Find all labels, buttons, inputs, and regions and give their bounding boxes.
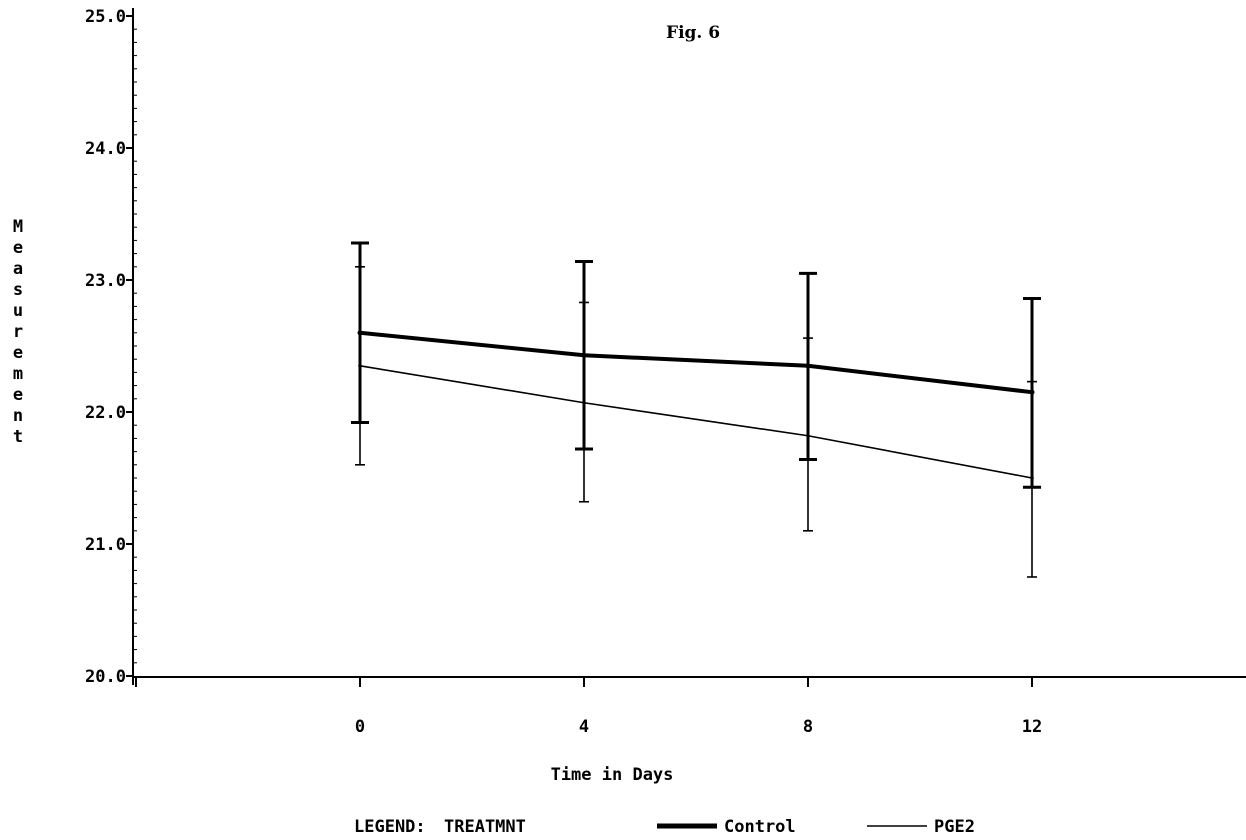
y-tick-label: 21.0 bbox=[85, 535, 126, 555]
x-tick-label: 4 bbox=[579, 717, 589, 737]
series-layer bbox=[351, 241, 1041, 578]
y-axis-label-letter: e bbox=[13, 343, 23, 363]
y-tick-label: 25.0 bbox=[85, 7, 126, 27]
legend-entry: Control bbox=[724, 817, 796, 837]
data-point bbox=[582, 400, 586, 405]
y-tick-label: 22.0 bbox=[85, 403, 126, 423]
y-tick-label: 24.0 bbox=[85, 139, 126, 159]
y-tick-label: 23.0 bbox=[85, 271, 126, 291]
y-axis-label-letter: m bbox=[13, 364, 23, 384]
y-axis-label-letter: r bbox=[13, 322, 23, 342]
series-line bbox=[359, 330, 1033, 395]
y-axis-label-letter: e bbox=[13, 385, 23, 405]
legend-entry: PGE2 bbox=[934, 817, 975, 837]
y-axis-label-letter: M bbox=[13, 217, 23, 237]
y-axis-ticks: 20.0 21.0 22.0 23.0 24.0 25.0 bbox=[85, 7, 137, 687]
x-axis-label: Time in Days bbox=[551, 765, 674, 785]
series-pge2 bbox=[355, 265, 1037, 578]
series-control bbox=[351, 241, 1041, 489]
x-tick-label: 12 bbox=[1022, 717, 1042, 737]
y-axis-label-letter: n bbox=[13, 406, 23, 426]
y-axis-label-letter: e bbox=[13, 238, 23, 258]
chart-title: Fig. 6 bbox=[666, 23, 720, 43]
x-tick-label: 0 bbox=[355, 717, 365, 737]
data-point bbox=[1030, 476, 1034, 480]
series-line bbox=[359, 365, 1033, 479]
x-axis-ticks: 0 4 8 12 bbox=[135, 677, 1042, 737]
y-axis-label-letter: t bbox=[13, 427, 23, 447]
data-point bbox=[806, 433, 810, 438]
legend-items: Control PGE2 bbox=[657, 817, 975, 837]
x-tick-label: 8 bbox=[803, 717, 813, 737]
y-axis-label-letter: u bbox=[13, 301, 23, 321]
y-tick-label: 20.0 bbox=[85, 667, 126, 687]
y-axis-label-letter: s bbox=[13, 280, 23, 300]
axes bbox=[132, 8, 1246, 685]
legend-label: LEGEND: bbox=[354, 817, 426, 837]
legend: LEGEND: TREATMNT Control PGE2 bbox=[354, 817, 975, 837]
legend-variable: TREATMNT bbox=[444, 817, 526, 837]
data-point bbox=[358, 364, 362, 368]
y-axis-label-letter: a bbox=[13, 259, 23, 279]
